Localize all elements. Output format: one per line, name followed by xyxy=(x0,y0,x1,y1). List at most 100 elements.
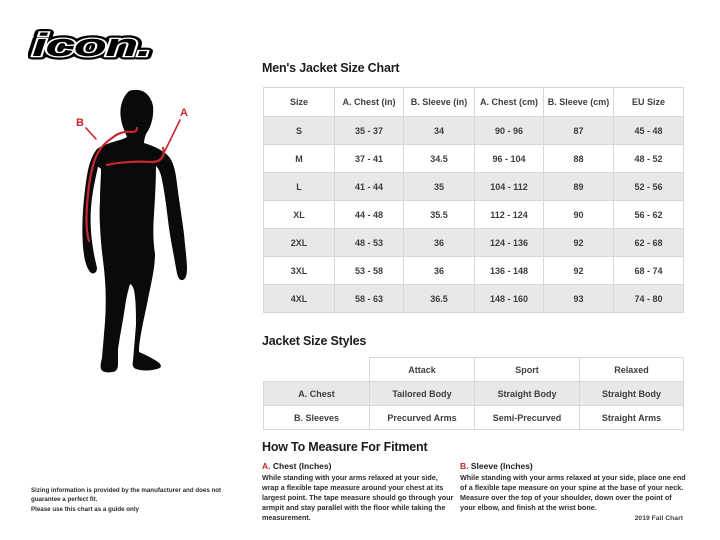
table-cell: 48 - 52 xyxy=(613,144,684,173)
table-cell: 96 - 104 xyxy=(474,144,544,173)
table-cell: Precurved Arms xyxy=(369,405,475,430)
table-row-xl: XL 44 - 48 35.5 112 - 124 90 56 - 62 xyxy=(263,200,684,229)
table-cell: XL xyxy=(263,200,335,229)
size-chart-title: Men's Jacket Size Chart xyxy=(262,61,400,75)
table-cell: 104 - 112 xyxy=(474,172,544,201)
table-cell: 124 - 136 xyxy=(474,228,544,257)
table-cell: Straight Arms xyxy=(579,405,684,430)
table-row-l: L 41 - 44 35 104 - 112 89 52 - 56 xyxy=(263,172,684,201)
measure-chest-heading-text: Chest (Inches) xyxy=(270,461,332,471)
styles-row-sleeves: B. Sleeves Precurved Arms Semi-Precurved… xyxy=(263,405,684,430)
table-cell: 52 - 56 xyxy=(613,172,684,201)
measure-sleeve-heading: B. Sleeve (Inches) xyxy=(460,461,688,471)
table-cell: 93 xyxy=(543,284,614,313)
table-row-s: S 35 - 37 34 90 - 96 87 45 - 48 xyxy=(263,116,684,145)
measure-sleeve-body: While standing with your arms relaxed at… xyxy=(460,473,686,513)
jacket-size-styles-table: Attack Sport Relaxed A. Chest Tailored B… xyxy=(263,357,684,430)
table-cell: 37 - 41 xyxy=(334,144,404,173)
chart-edition-label: 2019 Fall Chart xyxy=(634,515,683,522)
header-cell-size: Size xyxy=(263,87,335,117)
header-cell-sleeve-in: B. Sleeve (in) xyxy=(403,87,475,117)
table-cell: 62 - 68 xyxy=(613,228,684,257)
table-cell: 35 xyxy=(403,172,475,201)
table-cell: M xyxy=(263,144,335,173)
table-cell: 35 - 37 xyxy=(334,116,404,145)
header-cell-chest-cm: A. Chest (cm) xyxy=(474,87,544,117)
table-cell: 3XL xyxy=(263,256,335,285)
table-cell: 58 - 63 xyxy=(334,284,404,313)
table-cell: 48 - 53 xyxy=(334,228,404,257)
measure-section-title: How To Measure For Fitment xyxy=(262,440,428,454)
header-cell-sport: Sport xyxy=(474,357,580,382)
icon-brand-logo: icon. icon. icon. xyxy=(29,24,155,64)
label-a-leader-line xyxy=(161,119,181,158)
label-b-leader-line xyxy=(85,127,97,140)
measure-chest-section: A. Chest (Inches) While standing with yo… xyxy=(262,461,454,523)
table-cell: 92 xyxy=(543,228,614,257)
mens-jacket-size-table: Size A. Chest (in) B. Sleeve (in) A. Che… xyxy=(263,87,684,313)
logo-outline: icon. xyxy=(32,27,150,63)
measure-letter-b: B. xyxy=(460,461,469,471)
table-cell: Semi-Precurved xyxy=(474,405,580,430)
measure-letter-a: A. xyxy=(262,461,271,471)
table-cell: 90 xyxy=(543,200,614,229)
table-cell: 53 - 58 xyxy=(334,256,404,285)
table-cell: 112 - 124 xyxy=(474,200,544,229)
table-row-2xl: 2XL 48 - 53 36 124 - 136 92 62 - 68 xyxy=(263,228,684,257)
measure-chest-body: While standing with your arms relaxed at… xyxy=(262,473,454,523)
header-cell-sleeve-cm: B. Sleeve (cm) xyxy=(543,87,614,117)
header-cell-attack: Attack xyxy=(369,357,475,382)
table-cell: 35.5 xyxy=(403,200,475,229)
table-cell: 74 - 80 xyxy=(613,284,684,313)
blank-cell xyxy=(263,357,370,382)
table-cell: 90 - 96 xyxy=(474,116,544,145)
table-cell: Tailored Body xyxy=(369,381,475,406)
table-cell: 44 - 48 xyxy=(334,200,404,229)
table-cell: 88 xyxy=(543,144,614,173)
table-cell: Straight Body xyxy=(474,381,580,406)
table-cell: 36 xyxy=(403,228,475,257)
table-cell: 2XL xyxy=(263,228,335,257)
row-header-cell: A. Chest xyxy=(263,381,370,406)
table-cell: 56 - 62 xyxy=(613,200,684,229)
table-cell: 92 xyxy=(543,256,614,285)
table-cell: 34.5 xyxy=(403,144,475,173)
table-cell: 36 xyxy=(403,256,475,285)
measure-chest-heading: A. Chest (Inches) xyxy=(262,461,454,471)
table-header-row: Size A. Chest (in) B. Sleeve (in) A. Che… xyxy=(263,87,684,117)
logo-inline: icon. xyxy=(32,27,150,63)
styles-table-title: Jacket Size Styles xyxy=(262,334,367,348)
table-cell: 136 - 148 xyxy=(474,256,544,285)
table-cell: 148 - 160 xyxy=(474,284,544,313)
header-cell-eu-size: EU Size xyxy=(613,87,684,117)
disclaimer-line-2: Please use this chart as a guide only xyxy=(31,505,139,513)
table-cell: S xyxy=(263,116,335,145)
logo-text: icon. xyxy=(32,27,150,63)
table-row-3xl: 3XL 53 - 58 36 136 - 148 92 68 - 74 xyxy=(263,256,684,285)
male-silhouette-figure: B A xyxy=(76,89,188,373)
table-cell: 87 xyxy=(543,116,614,145)
table-row-m: M 37 - 41 34.5 96 - 104 88 48 - 52 xyxy=(263,144,684,173)
sizing-disclaimer: Sizing information is provided by the ma… xyxy=(31,486,246,514)
table-row-4xl: 4XL 58 - 63 36.5 148 - 160 93 74 - 80 xyxy=(263,284,684,313)
table-cell: 41 - 44 xyxy=(334,172,404,201)
disclaimer-line-1: Sizing information is provided by the ma… xyxy=(31,487,222,504)
table-cell: Straight Body xyxy=(579,381,684,406)
measure-sleeve-section: B. Sleeve (Inches) While standing with y… xyxy=(460,461,688,513)
table-cell: 4XL xyxy=(263,284,335,313)
sleeve-measure-label-b: B xyxy=(76,117,84,129)
male-silhouette xyxy=(82,89,187,373)
sleeve-measure-line xyxy=(85,126,139,243)
table-cell: 36.5 xyxy=(403,284,475,313)
header-cell-relaxed: Relaxed xyxy=(579,357,684,382)
table-cell: 34 xyxy=(403,116,475,145)
table-cell: 45 - 48 xyxy=(613,116,684,145)
table-cell: L xyxy=(263,172,335,201)
measure-sleeve-heading-text: Sleeve (Inches) xyxy=(468,461,533,471)
row-header-cell: B. Sleeves xyxy=(263,405,370,430)
chest-measure-label-a: A xyxy=(180,107,188,119)
styles-row-chest: A. Chest Tailored Body Straight Body Str… xyxy=(263,381,684,406)
styles-header-row: Attack Sport Relaxed xyxy=(263,357,684,382)
table-cell: 68 - 74 xyxy=(613,256,684,285)
header-cell-chest-in: A. Chest (in) xyxy=(334,87,404,117)
